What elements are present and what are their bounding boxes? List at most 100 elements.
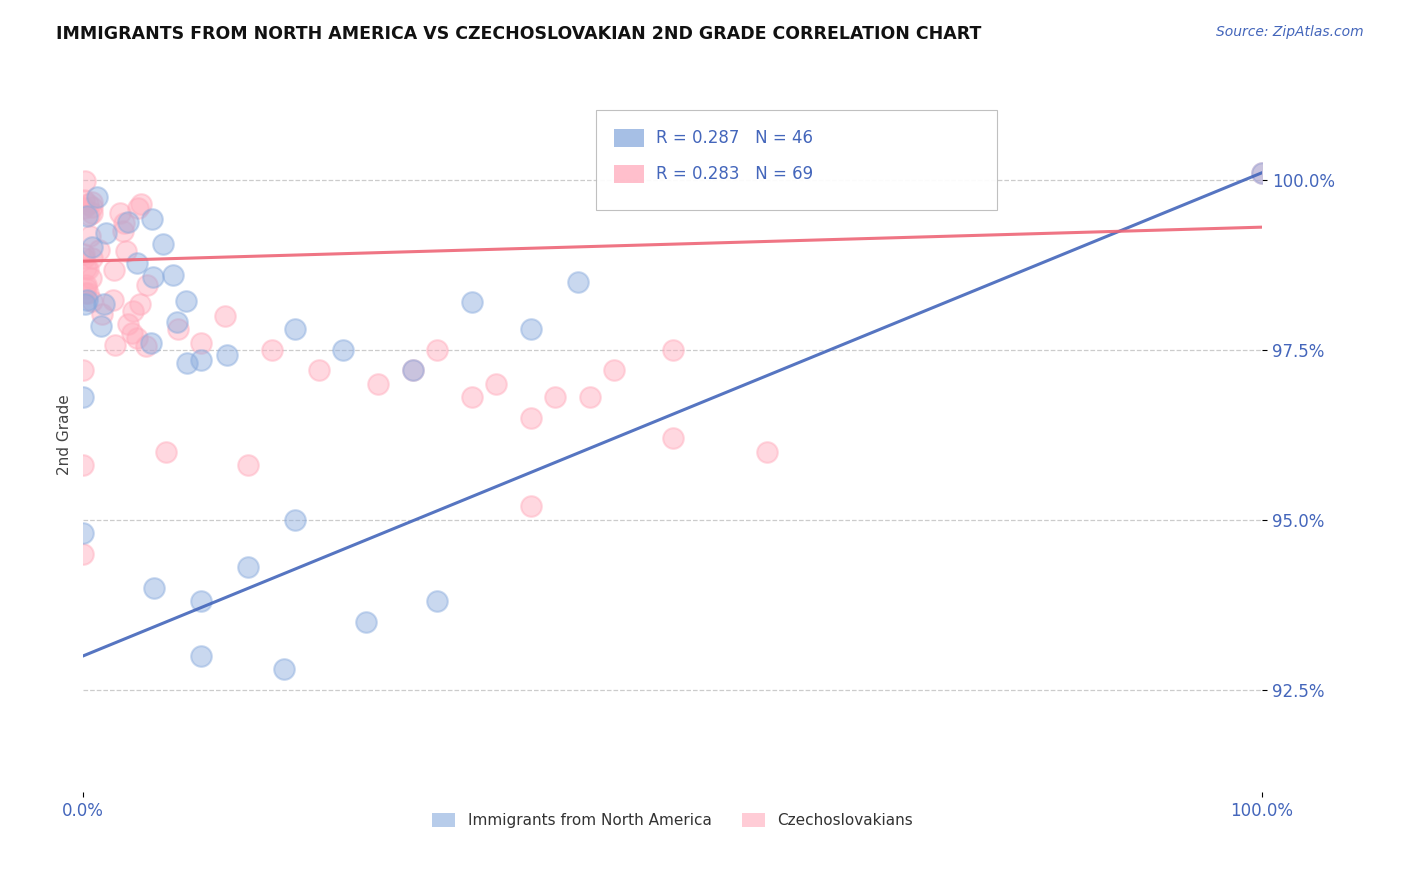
Point [77,261,100,276]
Point [121,326,143,340]
Point [103,293,125,308]
Point [136,278,159,293]
Point [82,294,104,309]
Point [260,343,283,357]
Point [142,270,165,285]
Point [82,240,104,254]
Point [485,376,508,391]
Point [190,352,212,367]
Point [461,390,484,404]
Point [461,295,484,310]
Point [520,499,543,513]
Point [174,294,197,309]
Point [661,343,683,357]
Point [73,201,96,215]
Point [90,319,112,334]
Point [426,594,449,608]
Point [72,526,94,541]
Point [143,581,166,595]
Point [112,216,135,230]
Point [426,343,449,357]
Point [579,390,602,404]
Point [284,513,307,527]
Point [661,431,683,445]
Point [129,297,152,311]
Legend: Immigrants from North America, Czechoslovakians: Immigrants from North America, Czechoslo… [426,807,920,834]
Point [79,270,101,285]
Y-axis label: 2nd Grade: 2nd Grade [58,394,72,475]
Point [402,363,425,377]
Point [73,247,96,261]
Point [544,390,567,404]
Point [402,363,425,377]
Point [76,209,98,223]
Point [127,330,149,344]
Point [520,410,543,425]
Point [73,174,96,188]
Point [217,348,239,362]
Point [166,322,188,336]
Point [166,315,188,329]
Point [87,243,110,257]
Point [72,547,94,561]
FancyBboxPatch shape [596,110,997,210]
Point [94,226,117,240]
Point [155,444,177,458]
Point [73,251,96,265]
Point [80,205,103,219]
Point [308,363,330,377]
Point [141,336,163,351]
Point [1251,166,1274,180]
Point [117,214,139,228]
Point [190,335,212,350]
Point [79,228,101,243]
Text: IMMIGRANTS FROM NORTH AMERICA VS CZECHOSLOVAKIAN 2ND GRADE CORRELATION CHART: IMMIGRANTS FROM NORTH AMERICA VS CZECHOS… [56,25,981,43]
Point [332,343,354,357]
Text: Source: ZipAtlas.com: Source: ZipAtlas.com [1216,25,1364,39]
FancyBboxPatch shape [614,128,644,147]
Point [567,275,589,289]
Point [77,285,100,300]
Text: R = 0.283   N = 69: R = 0.283 N = 69 [657,165,813,183]
Point [103,337,125,351]
Point [76,293,98,308]
Point [75,277,97,292]
Point [129,197,152,211]
Point [1251,166,1274,180]
Point [80,195,103,210]
Point [284,322,307,336]
Point [755,444,778,458]
Text: R = 0.287   N = 46: R = 0.287 N = 46 [657,129,813,147]
Point [121,303,143,318]
Point [117,318,139,332]
Point [72,194,94,208]
Point [603,363,626,377]
Point [176,356,198,370]
Point [190,648,212,663]
Point [141,211,163,226]
Point [72,390,94,404]
Point [127,256,149,270]
Point [111,224,134,238]
Point [214,309,236,323]
Point [103,263,125,277]
Point [77,209,100,223]
Point [162,268,184,282]
Point [238,560,260,574]
Point [367,376,389,391]
Point [82,201,104,215]
Point [91,307,114,321]
Point [520,322,543,336]
Point [354,615,377,629]
Point [127,201,149,215]
Point [75,285,97,300]
Point [115,244,138,258]
Point [72,363,94,377]
Point [152,236,174,251]
Point [75,260,97,275]
Point [77,196,100,211]
Point [80,252,103,266]
Point [238,458,260,473]
Point [273,663,295,677]
Point [135,339,157,353]
